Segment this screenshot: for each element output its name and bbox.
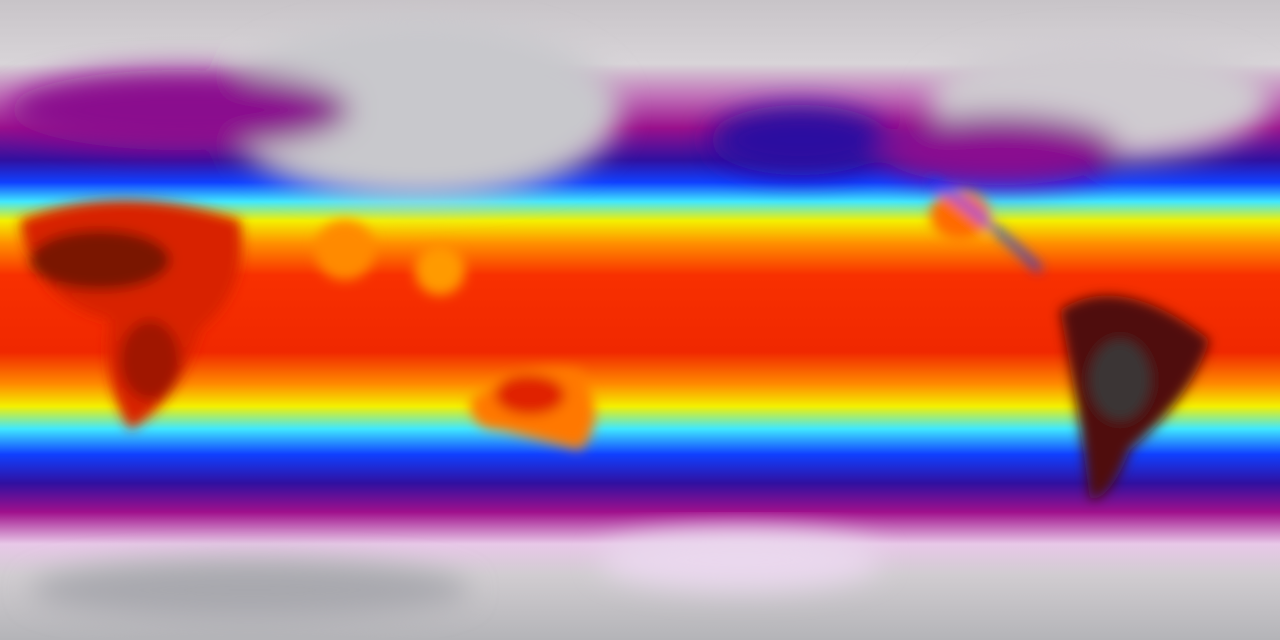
continents bbox=[20, 177, 1210, 620]
africa bbox=[20, 200, 242, 430]
india-se-asia bbox=[315, 220, 465, 295]
antarctica bbox=[30, 530, 880, 620]
north-america-west bbox=[928, 177, 1043, 273]
arctic-regions bbox=[10, 20, 1270, 200]
south-america bbox=[1060, 295, 1210, 500]
australia bbox=[470, 368, 595, 450]
